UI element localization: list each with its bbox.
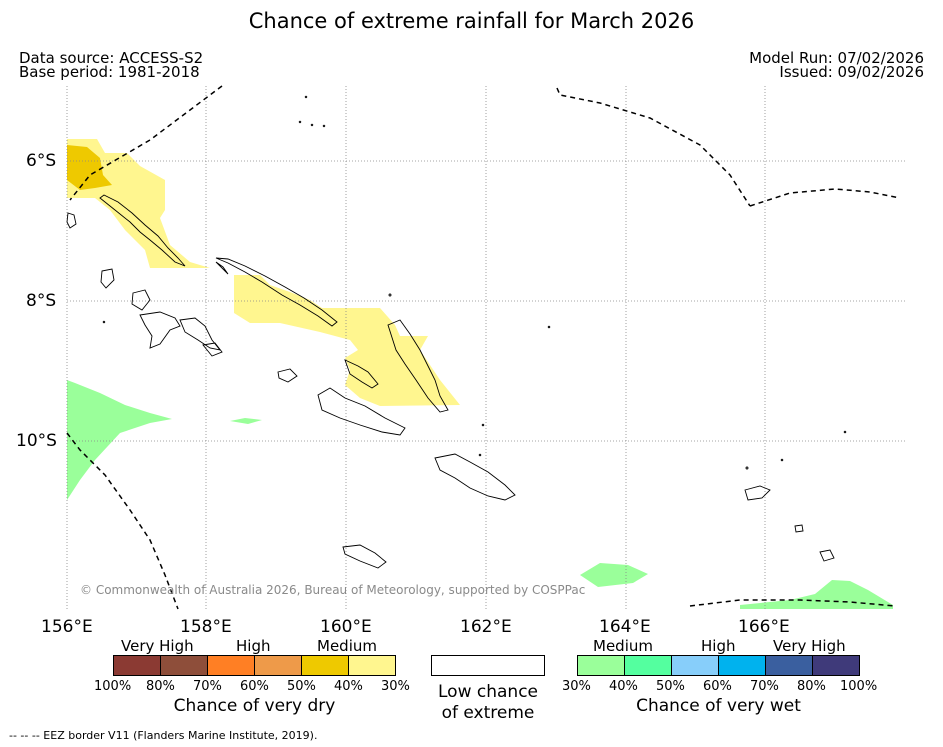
wet-header-very-high: Very High [773,637,846,655]
wet-swatch-3 [671,655,719,676]
low-chance-swatch [431,655,545,676]
dry-tick-80: 80% [146,679,175,694]
dry-swatch-4 [254,655,302,676]
lon-label-160e: 160°E [320,617,372,637]
lon-label-164e: 164°E [599,617,651,637]
copyright-notice: © Commonwealth of Australia 2026, Bureau… [80,583,586,597]
wet-colorbar [577,655,860,676]
wet-tick-100: 100% [840,679,878,694]
dry-header-high: High [236,637,271,655]
lat-label-10s: 10°S [16,431,57,451]
wet-swatch-1 [577,655,625,676]
eez-borders [66,85,901,610]
dry-tick-30: 30% [381,679,410,694]
low-chance-caption-2: of extreme [441,703,535,723]
lon-label-156e: 156°E [41,617,93,637]
wet-tick-60: 60% [703,679,732,694]
dry-header-very-high: Very High [121,637,194,655]
wet-header-medium: Medium [593,637,653,655]
dry-caption: Chance of very dry [173,696,336,716]
wet-swatch-5 [765,655,813,676]
dry-colorbar [113,655,396,676]
wet-tick-40: 40% [609,679,638,694]
dry-tick-50: 50% [287,679,316,694]
lon-label-158e: 158°E [180,617,232,637]
dry-swatch-1 [113,655,161,676]
low-chance-caption-1: Low chance [438,682,538,702]
wet-tick-70: 70% [750,679,779,694]
dry-header-medium: Medium [317,637,377,655]
dry-regions [67,139,460,406]
graticule [66,86,905,609]
wet-tick-50: 50% [656,679,685,694]
map-title: Chance of extreme rainfall for March 202… [248,9,695,33]
lon-label-162e: 162°E [460,617,512,637]
wet-regions [67,380,893,609]
wet-swatch-4 [718,655,766,676]
wet-header-high: High [701,637,736,655]
dry-swatch-5 [301,655,349,676]
wet-swatch-2 [624,655,672,676]
dry-swatch-2 [160,655,208,676]
wet-tick-80: 80% [797,679,826,694]
wet-caption: Chance of very wet [636,696,801,716]
issued-date: Issued: 09/02/2026 [779,63,924,81]
lat-label-6s: 6°S [26,151,57,171]
eez-footnote: -- -- -- EEZ border V11 (Flanders Marine… [9,729,318,742]
dry-swatch-3 [207,655,255,676]
lat-label-8s: 8°S [26,291,57,311]
dry-swatch-6 [348,655,396,676]
lon-label-166e: 166°E [738,617,790,637]
coastlines [66,95,847,569]
dry-tick-70: 70% [193,679,222,694]
wet-tick-30: 30% [562,679,591,694]
dry-tick-60: 60% [240,679,269,694]
dry-tick-100: 100% [94,679,132,694]
wet-swatch-6 [812,655,860,676]
data-source: Data source: ACCESS-S2 [19,49,204,67]
model-run: Model Run: 07/02/2026 [749,49,924,67]
dry-tick-40: 40% [334,679,363,694]
base-period: Base period: 1981-2018 [19,63,200,81]
